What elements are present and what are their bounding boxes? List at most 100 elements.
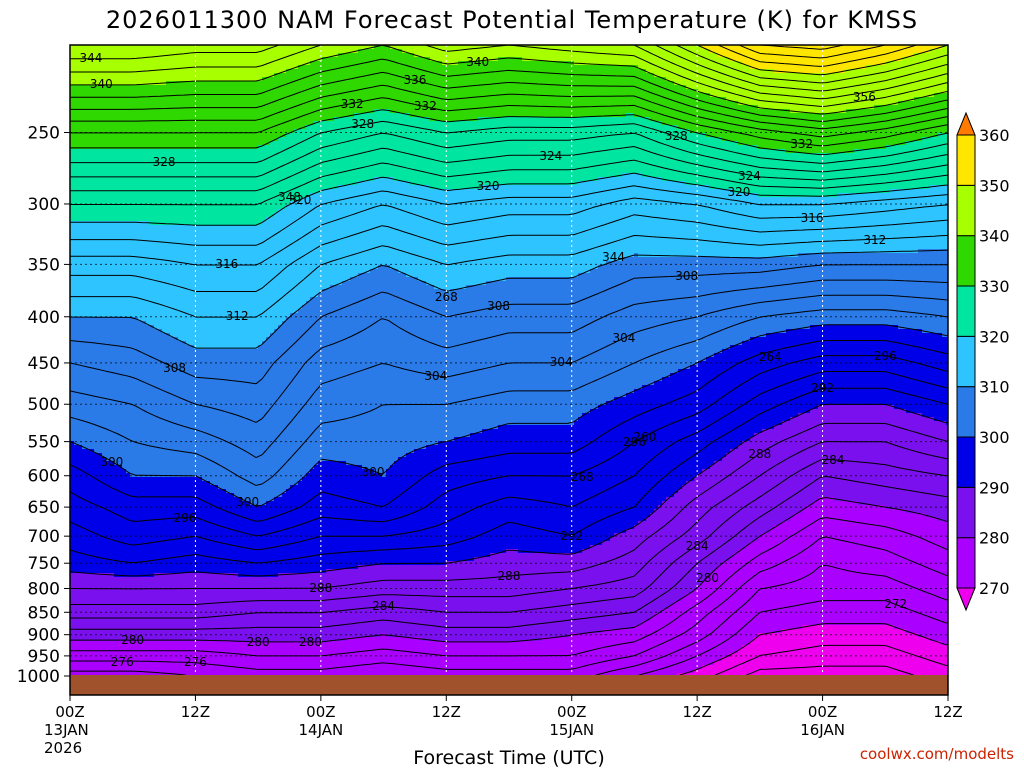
field-cell: [166, 521, 171, 526]
field-cell: [178, 333, 183, 338]
field-cell: [118, 93, 123, 98]
field-cell: [166, 121, 171, 126]
field-cell: [82, 249, 87, 254]
field-cell: [114, 353, 119, 358]
field-cell: [78, 133, 83, 138]
field-cell: [174, 173, 179, 178]
field-cell: [90, 409, 95, 414]
field-cell: [138, 637, 143, 642]
field-cell: [110, 261, 115, 266]
field-cell: [134, 409, 139, 414]
field-cell: [86, 173, 91, 178]
field-cell: [142, 329, 147, 334]
field-cell: [122, 229, 127, 234]
field-cell: [106, 161, 111, 166]
field-cell: [186, 193, 191, 198]
field-cell: [146, 193, 151, 198]
field-cell: [146, 369, 151, 374]
field-cell: [78, 441, 83, 446]
field-cell: [86, 329, 91, 334]
field-cell: [162, 61, 167, 66]
field-cell: [110, 597, 115, 602]
field-cell: [138, 293, 143, 298]
field-cell: [90, 657, 95, 662]
field-cell: [186, 141, 191, 146]
field-cell: [90, 289, 95, 294]
field-cell: [150, 389, 155, 394]
field-cell: [170, 573, 175, 578]
field-cell: [102, 45, 107, 50]
field-cell: [106, 249, 111, 254]
field-cell: [94, 405, 99, 410]
field-cell: [90, 217, 95, 222]
field-cell: [170, 461, 175, 466]
field-cell: [102, 589, 107, 594]
field-cell: [170, 117, 175, 122]
field-cell: [122, 501, 127, 506]
field-cell: [70, 93, 75, 98]
field-cell: [78, 637, 83, 642]
field-cell: [122, 353, 127, 358]
field-cell: [82, 157, 87, 162]
field-cell: [102, 385, 107, 390]
field-cell: [174, 529, 179, 534]
field-cell: [130, 137, 135, 142]
field-cell: [102, 301, 107, 306]
field-cell: [94, 181, 99, 186]
field-cell: [178, 173, 183, 178]
field-cell: [86, 141, 91, 146]
field-cell: [142, 401, 147, 406]
field-cell: [126, 61, 131, 66]
field-cell: [174, 149, 179, 154]
field-cell: [182, 69, 187, 74]
field-cell: [146, 361, 151, 366]
field-cell: [70, 465, 75, 470]
field-cell: [130, 485, 135, 490]
field-cell: [118, 261, 123, 266]
field-cell: [126, 137, 131, 142]
field-cell: [110, 585, 115, 590]
field-cell: [190, 385, 195, 390]
field-cell: [74, 393, 79, 398]
field-cell: [122, 185, 127, 190]
field-cell: [118, 405, 123, 410]
field-cell: [138, 301, 143, 306]
field-cell: [186, 361, 191, 366]
field-cell: [78, 185, 83, 190]
field-cell: [126, 81, 131, 86]
field-cell: [170, 453, 175, 458]
field-cell: [138, 205, 143, 210]
field-cell: [170, 177, 175, 182]
field-cell: [190, 301, 195, 306]
field-cell: [178, 565, 183, 570]
field-cell: [170, 329, 175, 334]
field-cell: [130, 289, 135, 294]
field-cell: [122, 437, 127, 442]
field-cell: [138, 373, 143, 378]
field-cell: [74, 65, 79, 70]
field-cell: [78, 245, 83, 250]
field-cell: [162, 273, 167, 278]
field-cell: [142, 649, 147, 654]
field-cell: [190, 177, 195, 182]
field-cell: [150, 469, 155, 474]
field-cell: [70, 233, 75, 238]
field-cell: [94, 377, 99, 382]
field-cell: [74, 353, 79, 358]
field-cell: [86, 625, 91, 630]
field-cell: [78, 605, 83, 610]
field-cell: [94, 609, 99, 614]
field-cell: [182, 233, 187, 238]
field-cell: [170, 285, 175, 290]
field-cell: [150, 193, 155, 198]
field-cell: [142, 301, 147, 306]
field-cell: [134, 469, 139, 474]
field-cell: [102, 181, 107, 186]
field-cell: [190, 101, 195, 106]
field-cell: [78, 569, 83, 574]
field-cell: [118, 501, 123, 506]
field-cell: [74, 197, 79, 202]
field-cell: [82, 145, 87, 150]
field-cell: [134, 201, 139, 206]
field-cell: [122, 637, 127, 642]
